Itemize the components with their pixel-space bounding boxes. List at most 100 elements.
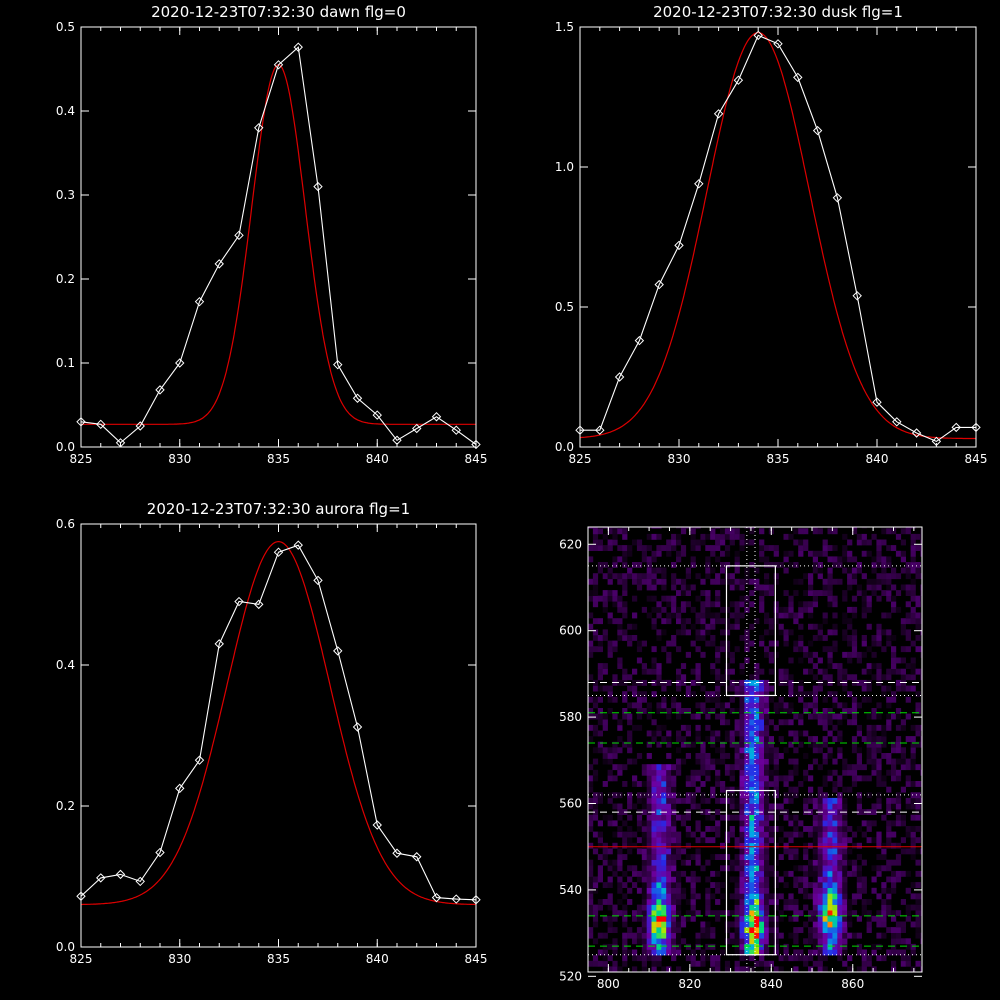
heatmap-cell (602, 842, 608, 849)
heatmap-cell (851, 719, 858, 726)
heatmap-cell (754, 618, 760, 625)
heatmap-cell (876, 837, 882, 844)
heatmap-cell (798, 696, 804, 703)
heatmap-cell (851, 870, 858, 877)
heatmap-cell (671, 803, 677, 810)
heatmap-cell (842, 826, 848, 832)
heatmap-cell (798, 876, 804, 883)
heatmap-cell (617, 545, 623, 551)
heatmap-cell (798, 730, 804, 737)
heatmap-cell (622, 527, 628, 529)
heatmap-cell (891, 691, 897, 698)
heatmap-cell (793, 927, 799, 933)
heatmap-cell (842, 932, 848, 939)
heatmap-cell (661, 837, 667, 844)
heatmap-cell (788, 775, 794, 782)
heatmap-cell (715, 826, 721, 832)
heatmap-cell (661, 893, 667, 900)
heatmap-cell (622, 842, 628, 849)
heatmap-cell (622, 955, 628, 962)
heatmap-cell (705, 893, 711, 900)
heatmap-cell (871, 724, 877, 731)
heatmap-cell (710, 882, 716, 888)
heatmap-cell (602, 635, 608, 641)
heatmap-cell (876, 831, 882, 838)
heatmap-cell (705, 753, 711, 759)
heatmap-cell (851, 859, 858, 866)
heatmap-cell (685, 915, 691, 922)
heatmap-cell (724, 663, 731, 669)
heatmap-cell (920, 618, 922, 625)
heatmap-cell (768, 753, 774, 759)
heatmap-cell (886, 713, 892, 720)
heatmap-cell (773, 545, 779, 551)
heatmap-cell (788, 893, 794, 900)
heatmap-cell (617, 899, 623, 905)
heatmap-cell (842, 865, 848, 872)
heatmap-cell (749, 876, 755, 883)
heatmap-cell (592, 696, 599, 703)
heatmap-cell (744, 915, 750, 922)
heatmap-cell (895, 657, 902, 664)
heatmap-cell (817, 527, 823, 529)
heatmap-cell (646, 837, 652, 844)
heatmap-cell (646, 797, 652, 804)
heatmap-cell (851, 635, 858, 641)
heatmap-cell (710, 730, 716, 737)
heatmap-cell (729, 859, 735, 866)
heatmap-cell (900, 870, 906, 877)
heatmap-cell (710, 545, 716, 551)
heatmap-cell (739, 635, 745, 641)
heatmap-cell (729, 533, 735, 540)
heatmap-cell (886, 719, 892, 726)
heatmap-cell (851, 595, 858, 602)
data-point (273, 60, 284, 70)
heatmap-cell (793, 736, 799, 742)
heatmap-cell (720, 781, 726, 787)
heatmap-cell (749, 578, 755, 585)
heatmap-cell (680, 921, 687, 928)
heatmap-cell (700, 797, 706, 804)
heatmap-cell (700, 792, 706, 799)
heatmap-cell (671, 932, 677, 939)
heatmap-cell (690, 556, 696, 563)
heatmap-cell (920, 539, 922, 546)
heatmap-cell (881, 562, 887, 568)
heatmap-cell (597, 960, 603, 967)
heatmap-cell (656, 865, 662, 872)
heatmap-cell (886, 887, 892, 894)
heatmap-cell (607, 545, 613, 551)
heatmap-cell (837, 882, 843, 888)
heatmap-cell (622, 938, 628, 945)
heatmap-cell (891, 915, 897, 922)
heatmap-cell (666, 938, 672, 945)
heatmap-cell (808, 966, 814, 972)
heatmap-cell (847, 786, 853, 793)
y-tick-label: 0.2 (56, 799, 75, 813)
heatmap-cell (759, 736, 765, 742)
heatmap-cell (720, 539, 726, 546)
heatmap-cell (724, 668, 731, 675)
heatmap-cell (700, 837, 706, 844)
heatmap-cell (661, 848, 667, 855)
heatmap-cell (900, 747, 906, 754)
heatmap-cell (764, 842, 770, 849)
heatmap-cell (847, 573, 853, 580)
heatmap-cell (749, 842, 755, 849)
heatmap-cell (778, 854, 784, 860)
heatmap-cell (866, 606, 872, 613)
heatmap-cell (783, 702, 789, 709)
heatmap-cell (705, 713, 711, 720)
heatmap-cell (915, 921, 921, 928)
heatmap-cell (910, 949, 916, 956)
heatmap-cell (676, 966, 682, 972)
heatmap-cell (656, 674, 662, 681)
heatmap-cell (710, 758, 716, 765)
heatmap-cell (588, 826, 594, 832)
heatmap-cell (817, 786, 823, 793)
heatmap-cell (666, 601, 672, 608)
y-tick-label: 0.5 (56, 20, 75, 34)
heatmap-cell (915, 792, 921, 799)
heatmap-cell (749, 724, 755, 731)
heatmap-cell (651, 837, 657, 844)
